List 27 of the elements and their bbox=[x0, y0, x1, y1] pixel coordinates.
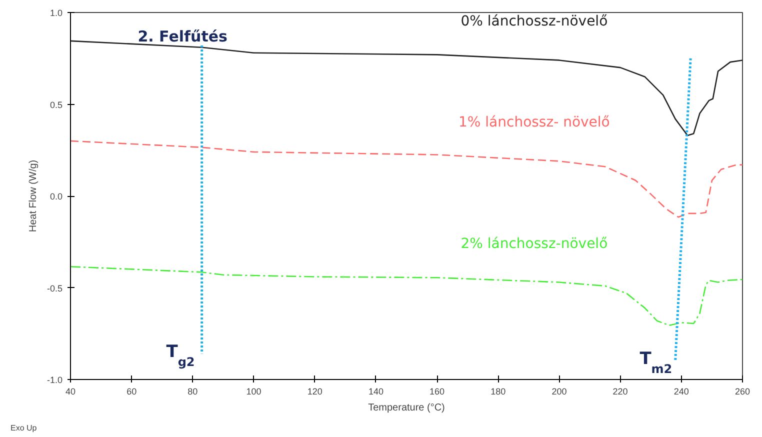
x-tick-label: 180 bbox=[490, 386, 506, 396]
y-tick-label: -1.0 bbox=[46, 375, 63, 385]
y-tick-label: 1.0 bbox=[50, 8, 63, 18]
series-label: 0% lánchossz-növelő bbox=[460, 14, 608, 30]
x-tick-label: 80 bbox=[188, 386, 198, 396]
x-tick-label: 60 bbox=[126, 386, 137, 396]
line-series bbox=[70, 40, 742, 136]
x-tick-label: 40 bbox=[65, 386, 76, 396]
x-tick-label: 160 bbox=[430, 386, 445, 396]
line-series bbox=[70, 266, 742, 326]
annotation: 2. Felfűtés bbox=[138, 27, 228, 46]
x-tick-label: 100 bbox=[246, 386, 262, 396]
y-tick-label: 0.0 bbox=[50, 192, 63, 202]
series-label: 1% lánchossz- növelő bbox=[458, 114, 610, 130]
x-tick-label: 140 bbox=[368, 386, 384, 396]
x-tick-label: 120 bbox=[307, 386, 322, 396]
x-tick-label: 240 bbox=[674, 386, 689, 396]
x-tick-label: 260 bbox=[734, 386, 750, 396]
x-tick-label: 220 bbox=[612, 386, 628, 396]
series-label: 2% lánchossz-növelő bbox=[460, 236, 608, 252]
y-axis-title: Heat Flow (W/g) bbox=[28, 160, 39, 232]
y-tick-label: 0.5 bbox=[50, 100, 63, 110]
y-tick-label: -0.5 bbox=[46, 283, 63, 294]
x-tick-label: 200 bbox=[552, 386, 567, 396]
x-axis-title: Temperature (°C) bbox=[368, 402, 445, 414]
line-series bbox=[70, 140, 742, 218]
text: Exo Up bbox=[10, 424, 38, 432]
